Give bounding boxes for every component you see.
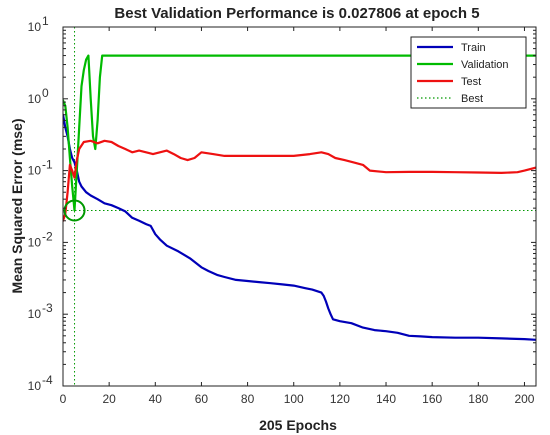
y-tick-label: 10	[28, 379, 42, 393]
x-tick-label: 20	[102, 392, 116, 406]
y-tick-exponent: -2	[42, 229, 53, 243]
y-tick-label: 10	[28, 307, 42, 321]
best-marker-circle	[63, 199, 86, 222]
x-tick-label: 160	[422, 392, 442, 406]
y-tick-exponent: 0	[42, 86, 49, 100]
series-line-test	[63, 139, 536, 222]
plot-frame	[62, 26, 537, 387]
x-tick-label: 140	[376, 392, 396, 406]
y-tick-exponent: -3	[42, 301, 53, 315]
chart-title: Best Validation Performance is 0.027806 …	[114, 5, 479, 22]
y-tick-label: 10	[28, 164, 42, 178]
x-tick-label: 180	[468, 392, 488, 406]
y-axis-label: Mean Squared Error (mse)	[9, 118, 25, 293]
y-tick-exponent: 1	[42, 14, 49, 28]
x-tick-label: 0	[60, 392, 67, 406]
y-tick-exponent: -4	[42, 373, 53, 387]
legend: Train Validation Test Best	[410, 36, 527, 109]
legend-box	[410, 36, 527, 109]
x-tick-label: 40	[149, 392, 163, 406]
plot-area	[63, 27, 536, 386]
x-tick-label: 100	[284, 392, 304, 406]
x-axis-label: 205 Epochs	[259, 417, 337, 433]
y-tick-label: 10	[28, 235, 42, 249]
x-tick-label: 200	[514, 392, 534, 406]
x-tick-label: 120	[330, 392, 350, 406]
y-tick-exponent: -1	[42, 158, 53, 172]
series-line-train	[63, 113, 536, 341]
x-tick-label: 80	[241, 392, 255, 406]
y-tick-label: 10	[28, 20, 42, 34]
legend-label-best: Best	[461, 93, 483, 105]
y-tick-label: 10	[28, 92, 42, 106]
series-line-validation	[63, 54, 536, 212]
legend-label-train: Train	[461, 42, 486, 54]
legend-label-validation: Validation	[461, 59, 509, 71]
x-tick-label: 60	[195, 392, 209, 406]
legend-label-test: Test	[461, 76, 481, 88]
